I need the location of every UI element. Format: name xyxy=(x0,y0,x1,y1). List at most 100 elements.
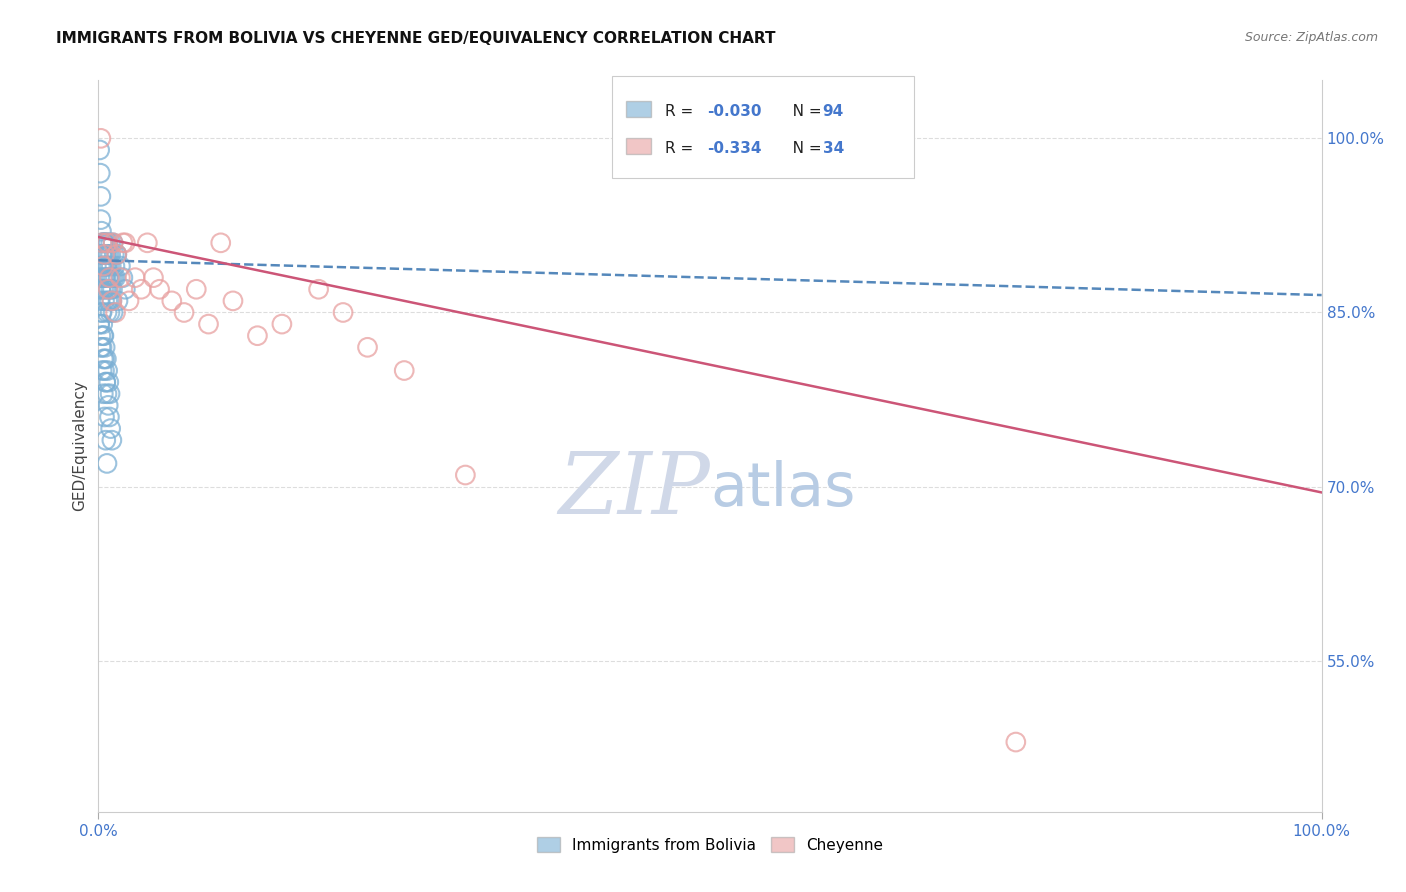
Point xyxy=(97,363,120,377)
Point xyxy=(90,131,112,145)
Text: 34: 34 xyxy=(823,142,844,156)
Point xyxy=(93,363,115,377)
Point xyxy=(91,328,114,343)
Point xyxy=(89,270,111,285)
Point xyxy=(96,259,118,273)
Point xyxy=(91,282,114,296)
Point xyxy=(91,363,114,377)
Point xyxy=(97,235,120,250)
Point xyxy=(111,270,134,285)
Point xyxy=(96,259,118,273)
Point xyxy=(96,247,118,261)
Point xyxy=(118,293,141,308)
Point xyxy=(94,270,117,285)
Point xyxy=(91,340,114,354)
Point xyxy=(89,143,111,157)
Point xyxy=(93,235,115,250)
Point xyxy=(94,340,117,354)
Point xyxy=(97,375,120,389)
Point xyxy=(97,259,120,273)
Point xyxy=(98,293,121,308)
Y-axis label: GED/Equivalency: GED/Equivalency xyxy=(72,381,87,511)
Point xyxy=(114,282,136,296)
Text: Source: ZipAtlas.com: Source: ZipAtlas.com xyxy=(1244,31,1378,45)
Point xyxy=(91,247,114,261)
Text: 94: 94 xyxy=(823,104,844,119)
Point xyxy=(93,328,115,343)
Point xyxy=(105,247,128,261)
Point xyxy=(124,270,146,285)
Text: -0.334: -0.334 xyxy=(707,142,762,156)
Point xyxy=(392,363,416,377)
Point xyxy=(94,433,117,447)
Point xyxy=(96,305,118,319)
Point xyxy=(94,235,117,250)
Point xyxy=(100,235,122,250)
Point xyxy=(101,235,124,250)
Point xyxy=(101,282,124,296)
Point xyxy=(91,386,114,401)
Point xyxy=(93,259,115,273)
Point xyxy=(91,270,114,285)
Point xyxy=(97,270,120,285)
Point xyxy=(114,235,136,250)
Point xyxy=(89,317,111,331)
Point xyxy=(89,166,111,180)
Text: IMMIGRANTS FROM BOLIVIA VS CHEYENNE GED/EQUIVALENCY CORRELATION CHART: IMMIGRANTS FROM BOLIVIA VS CHEYENNE GED/… xyxy=(56,31,776,46)
Point xyxy=(91,247,114,261)
Text: R =: R = xyxy=(665,104,699,119)
Point xyxy=(100,259,122,273)
Point xyxy=(98,270,121,285)
Point xyxy=(356,340,378,354)
Point xyxy=(94,375,117,389)
Point xyxy=(100,247,122,261)
Point xyxy=(94,247,117,261)
Point xyxy=(97,282,120,296)
Point xyxy=(104,305,127,319)
Point xyxy=(101,305,124,319)
Point xyxy=(96,235,118,250)
Point xyxy=(197,317,219,331)
Point xyxy=(90,189,112,203)
Point xyxy=(93,247,115,261)
Text: R =: R = xyxy=(665,142,699,156)
Point xyxy=(101,235,124,250)
Point xyxy=(94,270,117,285)
Point xyxy=(246,328,269,343)
Point xyxy=(101,270,124,285)
Point xyxy=(97,247,120,261)
Point xyxy=(101,293,124,308)
Point xyxy=(308,282,330,296)
Point xyxy=(96,235,118,250)
Point xyxy=(89,293,111,308)
Point xyxy=(93,409,115,424)
Point xyxy=(96,351,118,366)
Point xyxy=(93,235,115,250)
Point xyxy=(222,293,245,308)
Text: ZIP: ZIP xyxy=(558,449,710,532)
Point xyxy=(136,235,159,250)
Point xyxy=(89,317,111,331)
Point xyxy=(129,282,152,296)
Point xyxy=(91,317,114,331)
Point xyxy=(93,351,115,366)
Point xyxy=(101,293,124,308)
Point xyxy=(160,293,183,308)
Point xyxy=(454,468,477,483)
Point xyxy=(91,259,114,273)
Point xyxy=(90,305,112,319)
Point xyxy=(90,282,112,296)
Point xyxy=(91,235,114,250)
Point xyxy=(98,409,121,424)
Point xyxy=(90,282,112,296)
Point xyxy=(1004,735,1026,749)
Point xyxy=(103,247,125,261)
Point xyxy=(186,282,208,296)
Text: atlas: atlas xyxy=(710,460,855,519)
Point xyxy=(91,351,114,366)
Point xyxy=(110,259,132,273)
Point xyxy=(98,270,121,285)
Point xyxy=(91,235,114,250)
Legend: Immigrants from Bolivia, Cheyenne: Immigrants from Bolivia, Cheyenne xyxy=(530,831,890,859)
Point xyxy=(111,235,134,250)
